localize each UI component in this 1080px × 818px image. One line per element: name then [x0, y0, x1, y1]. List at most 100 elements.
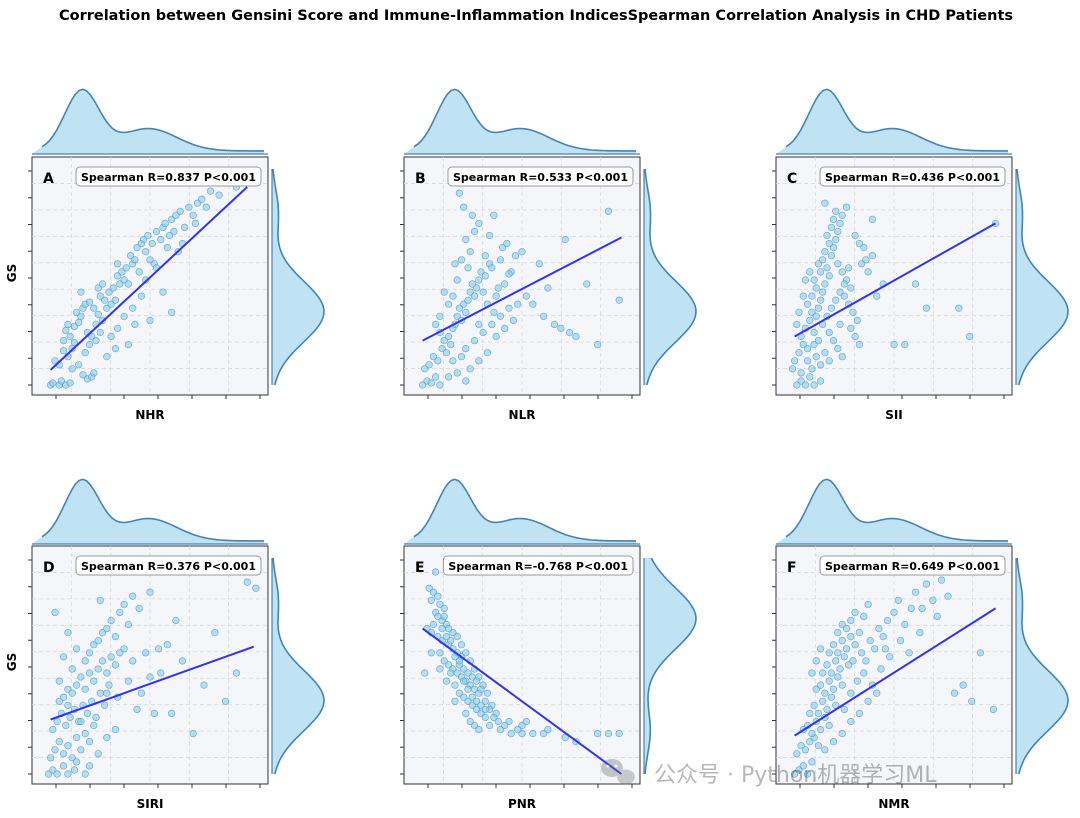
- scatter-point: [159, 288, 167, 296]
- y-axis-label: GS: [5, 653, 19, 672]
- scatter-point: [929, 596, 937, 604]
- scatter-point: [460, 693, 468, 701]
- scatter-point: [496, 256, 505, 264]
- scatter-point: [583, 280, 591, 288]
- scatter-point: [838, 211, 846, 219]
- scatter-point: [873, 689, 881, 697]
- scatter-point: [46, 754, 55, 762]
- scatter-point: [215, 191, 223, 199]
- scatter-point: [168, 215, 176, 223]
- scatter-point: [191, 219, 199, 227]
- scatter-point: [447, 341, 455, 349]
- scatter-point: [98, 657, 107, 665]
- scatter-point: [849, 308, 857, 316]
- scatter-point: [70, 339, 78, 347]
- scatter-point: [801, 746, 810, 754]
- scatter-point: [152, 227, 161, 236]
- x-axis-label: PNR: [508, 797, 536, 811]
- scatter-point: [468, 673, 476, 681]
- scatter-point: [473, 677, 481, 685]
- scatter-point: [445, 332, 453, 341]
- scatter-point: [955, 304, 963, 312]
- scatter-point: [85, 341, 94, 349]
- scatter-point: [483, 349, 492, 357]
- scatter-point: [901, 341, 909, 349]
- scatter-point: [825, 357, 833, 365]
- scatter-point: [66, 332, 74, 341]
- scatter-point: [107, 653, 115, 661]
- scatter-point: [59, 337, 68, 345]
- scatter-point: [593, 729, 602, 738]
- scatter-point: [468, 211, 476, 219]
- scatter-point: [440, 657, 448, 665]
- scatter-point: [825, 328, 833, 337]
- scatter-point: [816, 645, 825, 653]
- scatter-point: [94, 637, 102, 645]
- scatter-point: [473, 697, 481, 705]
- scatter-point: [157, 669, 165, 677]
- correlation-annotation: Spearman R=0.376 P<0.001: [81, 560, 256, 573]
- scatter-point: [488, 264, 496, 272]
- scatter-point: [146, 588, 154, 596]
- scatter-point: [124, 677, 132, 685]
- scatter-point: [122, 264, 130, 272]
- panel-letter: E: [415, 560, 425, 576]
- scatter-point: [486, 231, 494, 240]
- top-kde-fill: [776, 89, 1008, 154]
- scatter-point: [172, 616, 180, 625]
- scatter-point: [161, 219, 169, 227]
- scatter-point: [968, 697, 976, 705]
- scatter-point: [911, 280, 920, 288]
- scatter-point: [445, 661, 453, 669]
- scatter-point: [100, 296, 109, 304]
- scatter-point: [827, 304, 836, 312]
- scatter-point: [438, 624, 446, 633]
- scatter-point: [855, 341, 864, 349]
- scatter-point: [844, 661, 853, 669]
- scatter-point: [812, 312, 820, 320]
- scatter-point: [836, 219, 844, 227]
- scatter-point: [440, 337, 448, 345]
- scatter-point: [801, 276, 810, 284]
- scatter-point: [890, 608, 898, 617]
- right-kde-line: [272, 168, 325, 386]
- scatter-point: [905, 649, 913, 657]
- scatter-point: [457, 353, 466, 361]
- right-kde-fill: [272, 558, 324, 774]
- top-kde-line: [785, 88, 1008, 152]
- scatter-point: [849, 657, 857, 665]
- scatter-point: [120, 600, 128, 608]
- scatter-point: [821, 349, 829, 357]
- scatter-point: [829, 641, 838, 649]
- scatter-point: [111, 725, 119, 734]
- scatter-point: [53, 717, 61, 726]
- scatter-point: [522, 292, 530, 300]
- scatter-point: [561, 236, 569, 244]
- scatter-point: [440, 288, 448, 296]
- scatter-point: [455, 189, 464, 197]
- scatter-point: [185, 203, 193, 211]
- scatter-point: [937, 576, 946, 584]
- scatter-point: [838, 268, 846, 276]
- scatter-point: [81, 657, 89, 665]
- scatter-point: [131, 256, 139, 264]
- scatter-point: [59, 653, 68, 661]
- scatter-point: [490, 713, 498, 722]
- scatter-point: [211, 628, 219, 637]
- scatter-point: [142, 649, 150, 657]
- scatter-point: [511, 252, 520, 260]
- correlation-annotation: Spearman R=0.649 P<0.001: [825, 560, 1000, 573]
- scatter-point: [965, 332, 974, 341]
- scatter-point: [427, 649, 435, 657]
- scatter-point: [127, 252, 135, 260]
- right-kde-fill: [644, 169, 696, 385]
- scatter-point: [483, 689, 492, 697]
- scatter-point: [479, 328, 487, 337]
- scatter-point: [470, 337, 479, 345]
- scatter-point: [810, 276, 818, 284]
- scatter-point: [806, 268, 814, 276]
- scatter-point: [462, 377, 470, 385]
- scatter-point: [836, 665, 844, 673]
- scatter-point: [103, 624, 111, 633]
- scatter-point: [150, 709, 158, 718]
